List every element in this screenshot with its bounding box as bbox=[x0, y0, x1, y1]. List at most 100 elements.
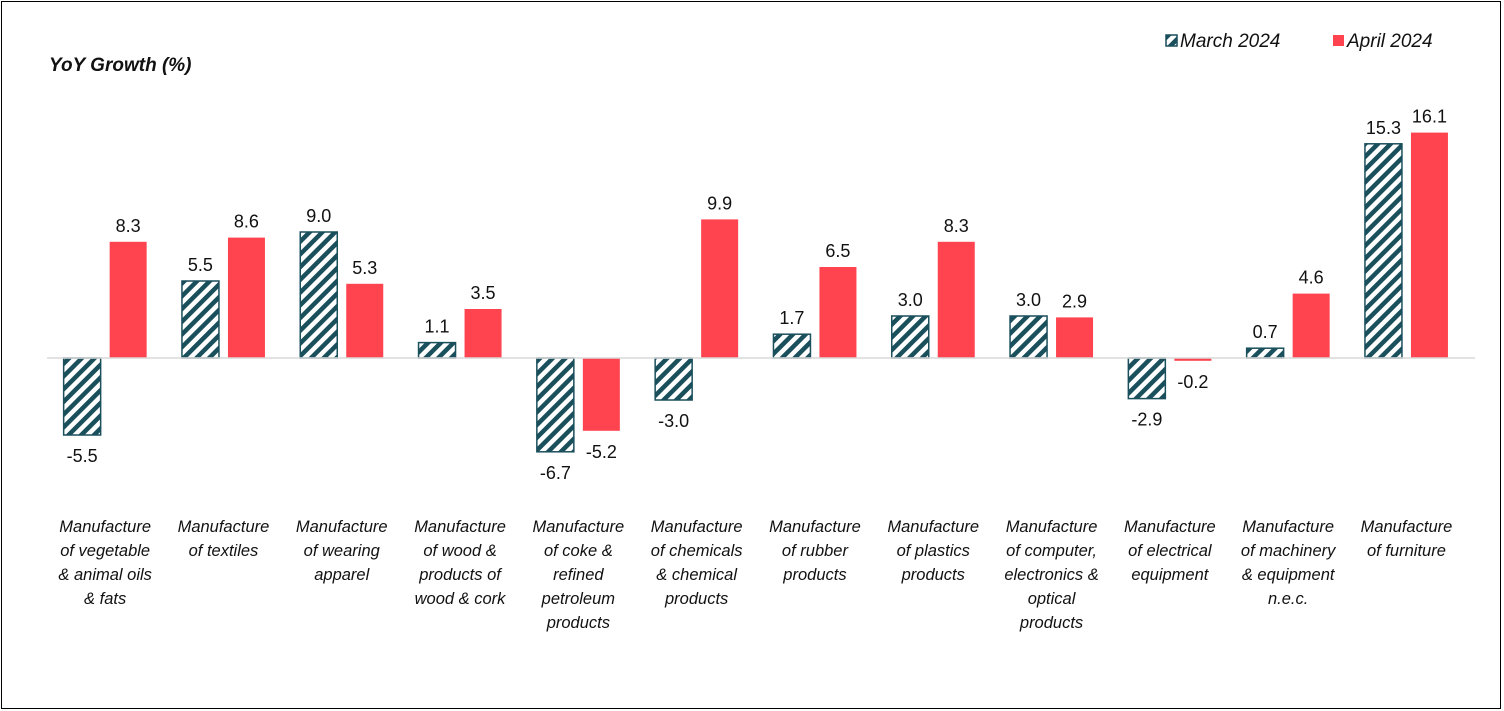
value-label-april-4: -5.2 bbox=[586, 442, 617, 462]
category-label-10-line-2: & equipment bbox=[1242, 566, 1336, 584]
category-label-7-line-1: of plastics bbox=[897, 542, 970, 560]
bar-april-10 bbox=[1292, 293, 1330, 358]
category-label-2-line-2: apparel bbox=[314, 566, 370, 584]
value-label-march-9: -2.9 bbox=[1131, 410, 1162, 430]
legend-label-march: March 2024 bbox=[1180, 31, 1280, 52]
value-label-march-8: 3.0 bbox=[1016, 290, 1041, 310]
category-label-0-line-0: Manufacture bbox=[59, 518, 151, 536]
category-label-9-line-0: Manufacture bbox=[1124, 518, 1216, 536]
category-label-11-line-0: Manufacture bbox=[1361, 518, 1453, 536]
legend-swatch-april bbox=[1333, 35, 1344, 46]
category-label-4-line-1: of coke & bbox=[544, 542, 613, 560]
bar-march-8 bbox=[1009, 315, 1048, 359]
category-label-7-line-0: Manufacture bbox=[887, 518, 979, 536]
bar-march-3 bbox=[417, 341, 457, 359]
category-label-1-line-1: of textiles bbox=[189, 542, 259, 560]
category-label-3-line-1: of wood & bbox=[423, 542, 496, 560]
bar-march-1 bbox=[181, 280, 220, 359]
category-label-0-line-1: of vegetable bbox=[60, 542, 150, 560]
value-label-april-0: 8.3 bbox=[116, 216, 141, 236]
category-label-5-line-3: products bbox=[664, 590, 728, 608]
category-label-4-line-0: Manufacture bbox=[532, 518, 624, 536]
value-label-march-5: -3.0 bbox=[658, 411, 689, 431]
category-label-2-line-1: of wearing bbox=[304, 542, 381, 560]
bar-march-2 bbox=[299, 231, 338, 359]
bar-april-11 bbox=[1410, 132, 1448, 358]
bar-march-6 bbox=[772, 333, 812, 359]
category-label-6-line-2: products bbox=[782, 566, 846, 584]
category-label-11-line-1: of furniture bbox=[1367, 542, 1446, 560]
category-label-7-line-2: products bbox=[901, 566, 965, 584]
value-label-march-10: 0.7 bbox=[1253, 322, 1278, 342]
value-label-march-1: 5.5 bbox=[188, 255, 213, 275]
legend-label-april: April 2024 bbox=[1346, 31, 1433, 52]
category-label-4-line-3: petroleum bbox=[541, 590, 615, 608]
value-label-april-10: 4.6 bbox=[1299, 268, 1324, 288]
value-label-march-7: 3.0 bbox=[898, 290, 923, 310]
category-label-4-line-2: refined bbox=[553, 566, 604, 584]
bar-april-7 bbox=[937, 241, 975, 358]
bar-april-1 bbox=[227, 237, 265, 358]
bar-march-5 bbox=[654, 357, 693, 401]
bar-april-4 bbox=[582, 358, 620, 431]
value-label-april-3: 3.5 bbox=[471, 283, 496, 303]
category-label-2-line-0: Manufacture bbox=[296, 518, 388, 536]
value-label-april-2: 5.3 bbox=[352, 258, 377, 278]
category-label-10-line-0: Manufacture bbox=[1242, 518, 1334, 536]
bar-april-5 bbox=[701, 219, 739, 358]
category-labels: Manufacture of vegetable & animal oils & fa… bbox=[58, 518, 1452, 632]
value-label-march-2: 9.0 bbox=[306, 206, 331, 226]
value-label-april-9: -0.2 bbox=[1177, 372, 1208, 392]
bar-april-3 bbox=[464, 309, 502, 358]
category-label-4-line-4: products bbox=[546, 614, 610, 632]
category-label-3-line-0: Manufacture bbox=[414, 518, 506, 536]
category-label-3-line-3: wood & cork bbox=[415, 590, 507, 608]
category-label-8-line-0: Manufacture bbox=[1006, 518, 1098, 536]
bar-april-8 bbox=[1056, 317, 1094, 358]
bar-april-9 bbox=[1174, 358, 1212, 361]
value-labels: -5.5 5.5 9.0 1.1 -6.7 -3.0 1.7 3.0 3.0 -2.9 0.7 15.… bbox=[67, 107, 1447, 483]
bar-march-7 bbox=[891, 315, 930, 359]
value-label-march-0: -5.5 bbox=[67, 446, 98, 466]
bars-group bbox=[62, 132, 1448, 453]
category-label-10-line-3: n.e.c. bbox=[1268, 590, 1308, 608]
category-label-8-line-3: optical bbox=[1028, 590, 1077, 608]
legend-swatch-march bbox=[1165, 34, 1178, 47]
bar-march-10 bbox=[1245, 347, 1285, 359]
value-label-april-8: 2.9 bbox=[1062, 291, 1087, 311]
category-label-1-line-0: Manufacture bbox=[178, 518, 270, 536]
value-label-april-6: 6.5 bbox=[825, 241, 850, 261]
category-label-9-line-1: of electrical bbox=[1128, 542, 1213, 560]
category-label-0-line-2: & animal oils bbox=[58, 566, 152, 584]
category-label-6-line-0: Manufacture bbox=[769, 518, 861, 536]
value-label-april-7: 8.3 bbox=[944, 216, 969, 236]
category-label-5-line-1: of chemicals bbox=[651, 542, 743, 560]
category-label-8-line-2: electronics & bbox=[1004, 566, 1098, 584]
bar-march-11 bbox=[1364, 143, 1403, 359]
value-label-march-4: -6.7 bbox=[540, 463, 571, 483]
bar-april-2 bbox=[346, 283, 384, 358]
y-axis-label: YoY Growth (%) bbox=[49, 55, 192, 76]
category-label-8-line-1: of computer, bbox=[1006, 542, 1097, 560]
bar-march-0 bbox=[62, 357, 102, 436]
category-label-10-line-1: of machinery bbox=[1241, 542, 1337, 560]
bar-march-4 bbox=[536, 357, 575, 453]
category-label-0-line-3: & fats bbox=[84, 590, 126, 608]
category-label-5-line-2: & chemical bbox=[656, 566, 738, 584]
value-label-march-6: 1.7 bbox=[779, 308, 804, 328]
value-label-april-1: 8.6 bbox=[234, 212, 259, 232]
bar-april-6 bbox=[819, 267, 857, 358]
value-label-april-11: 16.1 bbox=[1412, 107, 1447, 127]
category-label-8-line-4: products bbox=[1019, 614, 1083, 632]
bar-april-0 bbox=[109, 241, 147, 358]
category-label-5-line-0: Manufacture bbox=[651, 518, 743, 536]
category-label-3-line-2: products of bbox=[418, 566, 503, 584]
value-label-march-11: 15.3 bbox=[1366, 118, 1401, 138]
legend: March 2024 April 2024 bbox=[1165, 31, 1433, 52]
value-label-april-5: 9.9 bbox=[707, 193, 732, 213]
category-label-9-line-2: equipment bbox=[1131, 566, 1209, 584]
value-label-march-3: 1.1 bbox=[425, 317, 450, 337]
category-label-6-line-1: of rubber bbox=[782, 542, 850, 560]
